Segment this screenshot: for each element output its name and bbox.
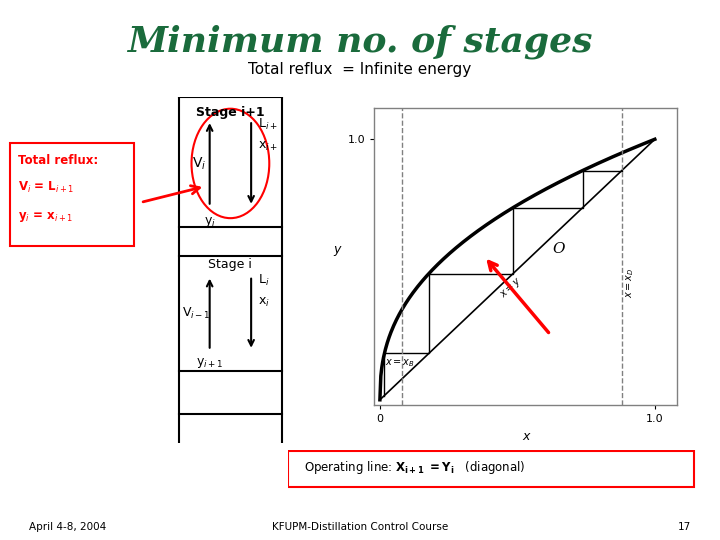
- Text: y$_i$ = x$_{i+1}$: y$_i$ = x$_{i+1}$: [17, 210, 73, 224]
- Text: y$_i$: y$_i$: [204, 215, 215, 230]
- Text: Total reflux:: Total reflux:: [17, 154, 98, 167]
- Text: April 4-8, 2004: April 4-8, 2004: [29, 522, 106, 532]
- Text: L$_{i+}$: L$_{i+}$: [258, 117, 278, 132]
- Text: $x = y$: $x = y$: [498, 275, 526, 301]
- Text: O: O: [552, 242, 564, 255]
- Text: x$_i$: x$_i$: [258, 296, 270, 309]
- Text: y$_{i+1}$: y$_{i+1}$: [196, 356, 223, 370]
- FancyBboxPatch shape: [10, 143, 134, 246]
- FancyBboxPatch shape: [288, 451, 694, 487]
- Text: KFUPM-Distillation Control Course: KFUPM-Distillation Control Course: [272, 522, 448, 532]
- Text: Stage i+1: Stage i+1: [196, 106, 265, 119]
- Text: Stage i: Stage i: [209, 259, 252, 272]
- Text: 17: 17: [678, 522, 691, 532]
- Text: V$_i$ = L$_{i+1}$: V$_i$ = L$_{i+1}$: [17, 180, 74, 195]
- Text: V$_i$: V$_i$: [192, 155, 207, 172]
- X-axis label: x: x: [522, 430, 529, 443]
- Text: V$_{i-1}$: V$_{i-1}$: [181, 306, 210, 321]
- Text: $x = x_D$: $x = x_D$: [624, 267, 636, 298]
- Text: Total reflux  = Infinite energy: Total reflux = Infinite energy: [248, 62, 472, 77]
- Text: Minimum no. of stages: Minimum no. of stages: [127, 24, 593, 59]
- Text: x$_{i+}$: x$_{i+}$: [258, 140, 278, 153]
- Text: Operating line: $\mathbf{X_{i+1}}$ $\mathbf{= Y_i}$   (diagonal): Operating line: $\mathbf{X_{i+1}}$ $\mat…: [305, 459, 526, 476]
- Text: L$_i$: L$_i$: [258, 273, 269, 288]
- Y-axis label: y: y: [333, 244, 341, 256]
- Text: $x = x_B$: $x = x_B$: [385, 357, 415, 369]
